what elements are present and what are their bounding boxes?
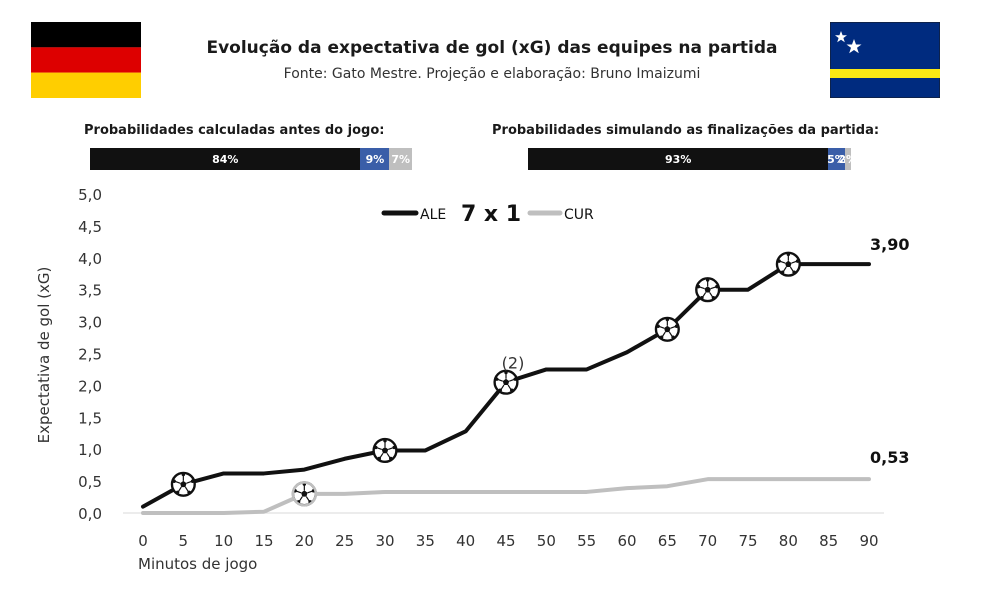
x-tick-label: 40 (456, 532, 475, 550)
end-value-label: 3,90 (870, 235, 909, 254)
prob-before-bar: 84% 9% 7% (90, 148, 412, 170)
legend-cur-label: CUR (564, 207, 594, 223)
y-tick-label: 1,0 (78, 441, 102, 459)
x-tick-label: 30 (375, 532, 394, 550)
goal-ball-ring (291, 481, 318, 507)
prob-simulated-segment-draw: 5% (827, 148, 846, 170)
goal-ball-icon (493, 369, 519, 395)
goal-ball-icon (372, 437, 398, 464)
goal-ball-icon (170, 471, 196, 497)
y-tick-label: 3,5 (78, 282, 102, 300)
y-tick-label: 5,0 (78, 186, 102, 204)
germany-flag-icon (31, 22, 141, 98)
x-tick-label: 65 (658, 532, 677, 550)
score-label: 7 x 1 (461, 202, 521, 227)
prob-simulated-segment-away: 2% (838, 148, 857, 170)
goal-ball-icon (654, 316, 680, 342)
x-tick-label: 70 (698, 532, 717, 550)
prob-before-segment-home: 84% (90, 148, 361, 170)
goal-ball-icon (695, 277, 721, 303)
goal-count-annotation: (2) (502, 353, 525, 372)
prob-simulated-label: Probabilidades simulando as finalizações… (492, 123, 880, 138)
prob-before-segment-draw: 9% (360, 148, 390, 170)
x-tick-label: 5 (179, 532, 189, 550)
y-tick-label: 0,5 (78, 473, 102, 491)
x-tick-label: 50 (537, 532, 556, 550)
y-tick-label: 4,5 (78, 218, 102, 236)
x-axis-title: Minutos de jogo (138, 555, 257, 573)
x-tick-label: 90 (859, 532, 878, 550)
x-tick-label: 55 (577, 532, 596, 550)
x-tick-label: 15 (254, 532, 273, 550)
end-value-label: 0,53 (870, 448, 909, 467)
xg-line-chart: 0,0 0,5 1,0 1,5 2,0 2,5 3,0 3,5 4,0 4,5 5,0 0 5 10 15 2… (35, 186, 909, 573)
series-line-cur (141, 477, 871, 515)
x-tick-label: 10 (214, 532, 233, 550)
goal-ball-icon (775, 251, 801, 277)
x-tick-label: 85 (819, 532, 838, 550)
x-tick-label: 20 (295, 532, 314, 550)
x-tick-label: 25 (335, 532, 354, 550)
prob-before-segment-away: 7% (389, 148, 412, 170)
legend-ale-label: ALE (420, 207, 446, 223)
y-tick-label: 4,0 (78, 250, 102, 268)
prob-simulated-segment-home: 93% (528, 148, 829, 170)
x-tick-label: 45 (496, 532, 515, 550)
x-tick-label: 60 (617, 532, 636, 550)
x-tick-label: 75 (738, 532, 757, 550)
y-tick-label: 2,0 (78, 377, 102, 395)
y-tick-label: 1,5 (78, 409, 102, 427)
page-subtitle: Fonte: Gato Mestre. Projeção e elaboraçã… (283, 66, 701, 82)
y-axis-title: Expectativa de gol (xG) (35, 267, 53, 444)
x-tick-label: 80 (779, 532, 798, 550)
y-tick-label: 0,0 (78, 505, 102, 523)
prob-simulated-bar: 93% 5% 2% (528, 148, 857, 170)
curacao-flag-icon (830, 22, 940, 98)
prob-before-label: Probabilidades calculadas antes do jogo: (84, 123, 385, 138)
x-tick-label: 0 (138, 532, 148, 550)
y-tick-label: 2,5 (78, 346, 102, 364)
x-tick-label: 35 (416, 532, 435, 550)
y-tick-label: 3,0 (78, 314, 102, 332)
page-title: Evolução da expectativa de gol (xG) das … (206, 38, 778, 58)
